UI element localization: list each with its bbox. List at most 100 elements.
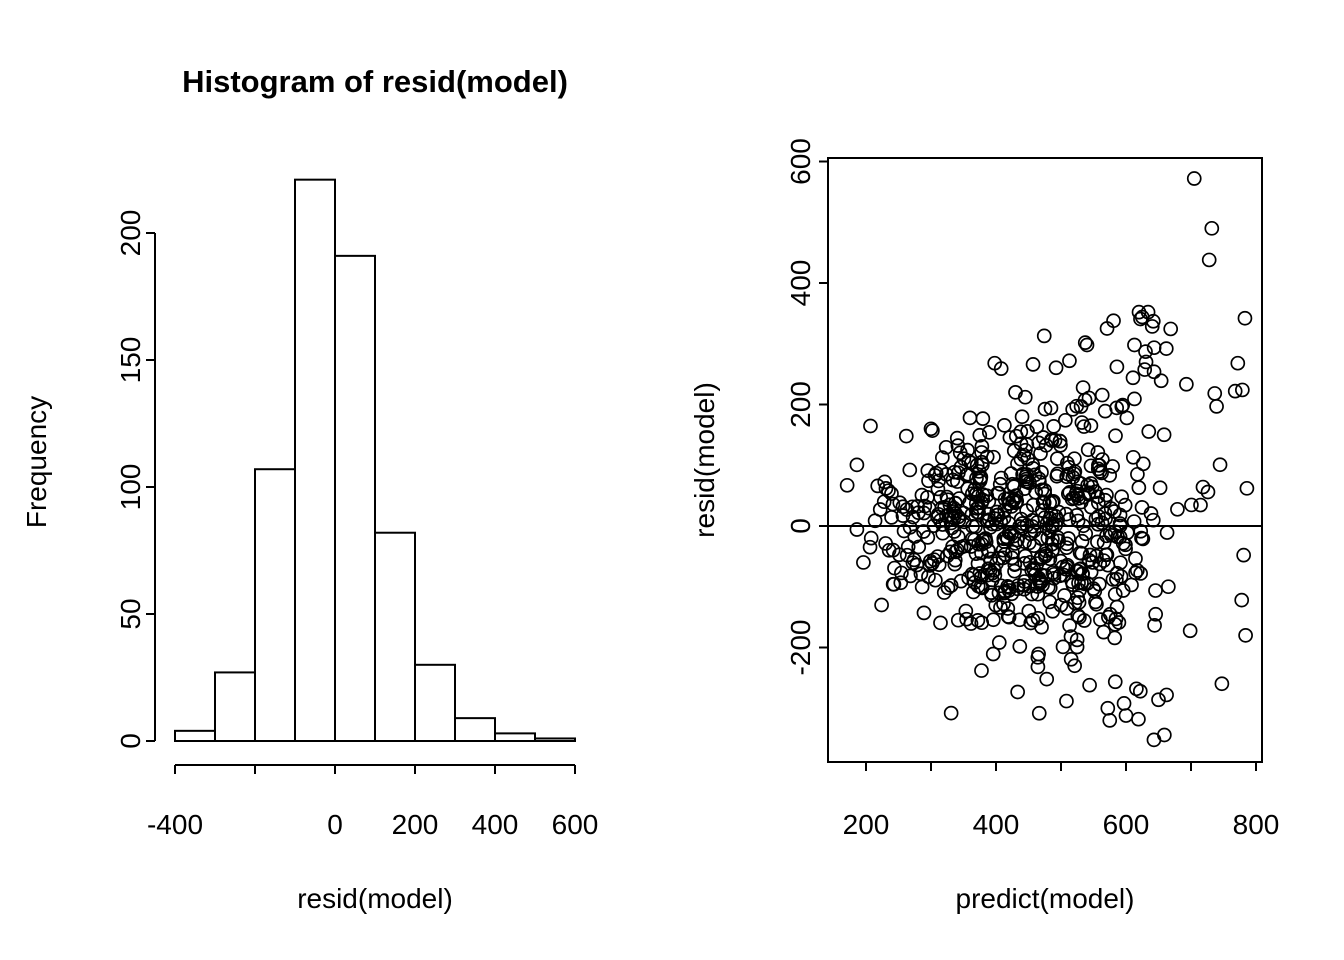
scatter-point — [849, 522, 865, 537]
scatter-point — [885, 542, 901, 558]
scatter-point — [1204, 220, 1220, 236]
scatter-point — [1025, 357, 1041, 372]
histogram-bar — [494, 732, 536, 743]
histogram-bar — [414, 663, 456, 742]
scatter-point — [1148, 606, 1164, 622]
scatter-point — [1010, 684, 1025, 700]
scatter-point — [1088, 594, 1103, 610]
scatter-point — [921, 473, 936, 489]
scatter-point — [1048, 508, 1064, 524]
scatter-point — [920, 463, 936, 478]
scatter-point — [1083, 418, 1099, 433]
scatter-point — [863, 418, 878, 434]
scatter-point — [1118, 708, 1134, 723]
scatter-point — [1088, 484, 1103, 500]
scatter-point — [917, 498, 933, 514]
scatter-point — [1007, 557, 1023, 573]
scatter-point — [1044, 495, 1060, 510]
scatter-point — [1028, 484, 1044, 500]
scatter-point — [1116, 696, 1132, 711]
scatter-panel: -200 0 200 400 600 200 400 600 800 predict(mode… — [689, 138, 1279, 914]
scatter-point — [1045, 603, 1061, 619]
scatter-point — [931, 557, 947, 573]
scatter-point — [1032, 575, 1048, 591]
y-tick-label: 100 — [115, 464, 146, 511]
scatter-point — [1019, 437, 1035, 453]
scatter-point — [1059, 693, 1074, 709]
scatter-point — [1069, 508, 1085, 523]
scatter-point — [1082, 547, 1098, 563]
scatter-point — [1044, 432, 1059, 448]
scatter-point — [1058, 506, 1074, 522]
scatter-point — [993, 470, 1009, 486]
scatter-point — [1131, 711, 1146, 727]
scatter-point — [1055, 639, 1071, 655]
scatter-point — [878, 481, 894, 496]
scatter-point — [1227, 383, 1243, 399]
scatter-point — [1049, 468, 1065, 484]
scatter-point — [893, 575, 909, 591]
scatter-points — [839, 171, 1255, 748]
scatter-point — [985, 646, 1001, 662]
scatter-point — [1107, 504, 1122, 519]
scatter-point — [978, 531, 993, 546]
scatter-point — [1195, 479, 1211, 495]
scatter-point — [948, 544, 964, 560]
scatter-y-axis-label: resid(model) — [689, 382, 720, 538]
scatter-point — [1144, 319, 1160, 334]
scatter-point — [947, 552, 963, 568]
scatter-point — [867, 513, 883, 529]
scatter-point — [1097, 492, 1113, 508]
scatter-point — [1117, 497, 1133, 513]
scatter-point — [1059, 455, 1075, 471]
y-tick-label: 0 — [115, 733, 146, 749]
scatter-point — [1048, 360, 1064, 376]
scatter-point — [1207, 386, 1223, 401]
scatter-point — [985, 612, 1001, 628]
scatter-point — [1072, 561, 1087, 577]
scatter-point — [1080, 442, 1096, 458]
scatter-point — [1070, 513, 1086, 529]
histogram-bar — [454, 717, 496, 743]
scatter-point — [1061, 531, 1076, 546]
scatter-point — [1059, 540, 1074, 556]
scatter-point — [947, 464, 962, 480]
scatter-point — [1008, 428, 1024, 444]
histogram-title: Histogram of resid(model) — [182, 64, 568, 99]
scatter-point — [1113, 568, 1129, 584]
scatter-point — [1070, 607, 1086, 623]
scatter-point — [1239, 480, 1255, 496]
scatter-point — [993, 600, 1008, 615]
scatter-point — [959, 611, 974, 627]
scatter-point — [1099, 487, 1114, 503]
scatter-point — [926, 552, 942, 568]
scatter-point — [1156, 427, 1172, 443]
y-tick-label: 200 — [785, 381, 816, 428]
scatter-point — [874, 597, 889, 613]
scatter-point — [1108, 428, 1123, 444]
scatter-point — [1096, 624, 1111, 640]
scatter-point — [1010, 456, 1025, 472]
scatter-point — [881, 542, 897, 558]
scatter-point — [1102, 606, 1118, 622]
scatter-point — [1107, 674, 1123, 690]
scatter-point — [1186, 171, 1202, 186]
scatter-point — [1031, 705, 1047, 721]
scatter-point — [1201, 252, 1217, 268]
histogram-y-axis-label: Frequency — [21, 396, 52, 528]
scatter-point — [949, 542, 965, 558]
scatter-point — [1094, 387, 1110, 403]
scatter-point — [1152, 480, 1168, 496]
scatter-point — [943, 544, 958, 560]
scatter-point — [1100, 700, 1116, 716]
scatter-point — [1135, 531, 1151, 547]
scatter-point — [894, 565, 909, 581]
x-tick-label: 600 — [552, 809, 599, 840]
scatter-point — [1072, 545, 1088, 561]
scatter-point — [995, 550, 1011, 566]
scatter-point — [1212, 457, 1228, 473]
scatter-point — [1133, 566, 1148, 581]
scatter-point — [1214, 676, 1230, 692]
scatter-point — [1012, 639, 1028, 654]
scatter-point — [1000, 579, 1015, 594]
